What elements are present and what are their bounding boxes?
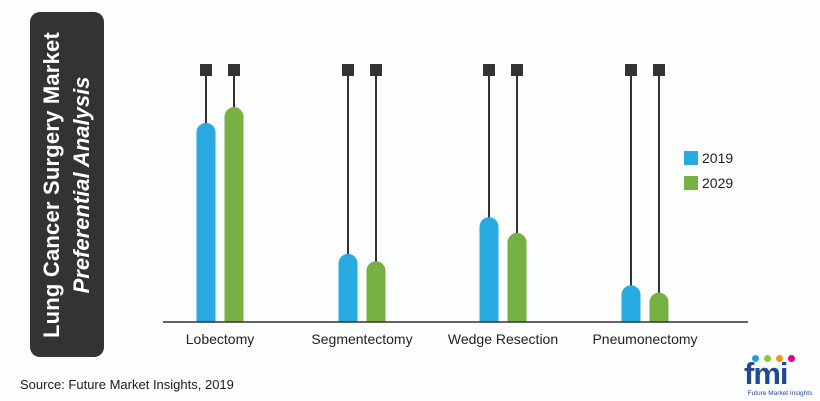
legend-label: 2019	[702, 150, 733, 166]
category-label: Segmentectomy	[311, 331, 412, 347]
source-note: Source: Future Market Insights, 2019	[20, 377, 234, 392]
legend-swatch	[684, 176, 698, 190]
legend-label: 2029	[702, 175, 733, 191]
category-label: Lobectomy	[186, 331, 254, 347]
bar-2019	[338, 253, 358, 322]
stem-marker	[370, 64, 382, 76]
bar-2029	[507, 232, 527, 322]
category-label: Wedge Resection	[448, 331, 558, 347]
bar-2019	[479, 217, 499, 322]
bar-2019	[196, 122, 216, 322]
logo-text: fmi	[744, 356, 788, 391]
logo-dot	[752, 355, 759, 362]
bar-2029	[649, 292, 669, 322]
stem-marker	[625, 64, 637, 76]
stem-marker	[342, 64, 354, 76]
stem-marker	[228, 64, 240, 76]
legend-swatch	[684, 151, 698, 165]
category-label: Pneumonectomy	[592, 331, 697, 347]
bar-2029	[224, 107, 244, 322]
bar-2019	[621, 285, 641, 322]
logo-subtext: Future Market Insights	[747, 390, 813, 397]
bar-2029	[366, 261, 386, 322]
logo-dot	[764, 355, 771, 362]
logo-dot	[776, 355, 783, 362]
stem-marker	[483, 64, 495, 76]
fmi-logo: fmi Future Market Insights	[738, 352, 820, 401]
stem-marker	[511, 64, 523, 76]
logo-dot	[788, 355, 795, 362]
stem-marker	[200, 64, 212, 76]
title-panel: Lung Cancer Surgery Market Preferential …	[30, 12, 104, 357]
stem-marker	[653, 64, 665, 76]
